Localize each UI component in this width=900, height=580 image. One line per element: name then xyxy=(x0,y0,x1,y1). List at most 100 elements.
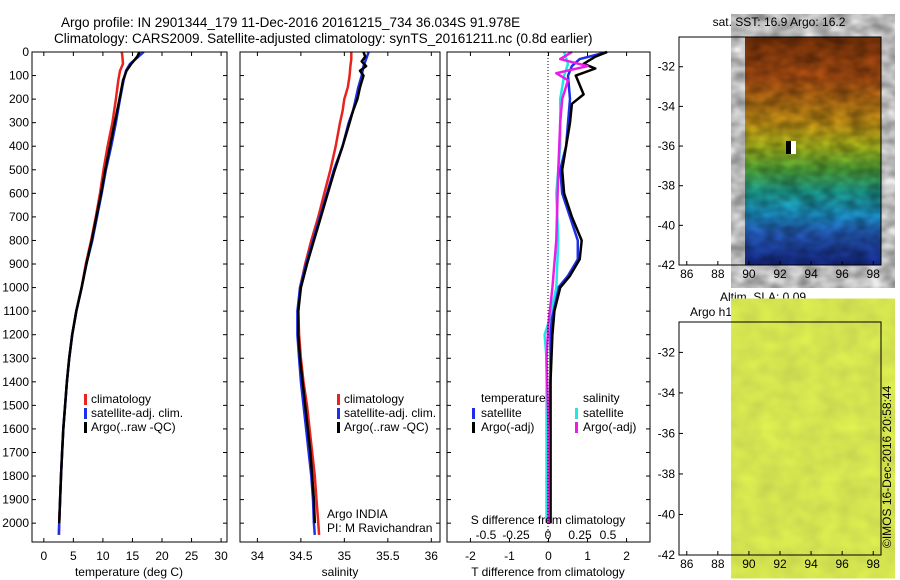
temperature-legend: climatology satellite-adj. clim. Argo(..… xyxy=(84,392,183,434)
lat-tick-label: -32 xyxy=(658,345,676,359)
sst-map-panel: sat. SST: 16.9 Argo: 16.2 -32 -34 -36 -38 -4… xyxy=(658,15,882,281)
legend-satellite-adj: satellite-adj. clim. xyxy=(91,406,183,420)
legend-swatch-satellite-adj xyxy=(84,408,87,419)
sla-field xyxy=(745,322,881,555)
series-line-1 xyxy=(296,51,370,535)
legend-title-temperature: temperature xyxy=(481,391,546,405)
lat-tick-label: -36 xyxy=(658,139,676,153)
legend-s-satellite: satellite xyxy=(583,406,624,420)
sst-latitude-axis: -32 -34 -36 -38 -40 -42 xyxy=(658,60,683,272)
lat-tick-label: -38 xyxy=(658,467,676,481)
depth-tick-label: 100 xyxy=(9,69,29,83)
depth-tick-label: 600 xyxy=(9,186,29,200)
lon-tick-label: 96 xyxy=(835,267,849,281)
lon-tick-label: 86 xyxy=(680,267,694,281)
depth-tick-label: 800 xyxy=(9,233,29,247)
legend-swatch-t-argo xyxy=(472,422,475,433)
salinity-y-ticks xyxy=(240,51,440,524)
lon-tick-label: 94 xyxy=(804,267,818,281)
x-tick-label: 36 xyxy=(425,549,439,563)
series-line-2 xyxy=(57,51,141,524)
sst-map-title: sat. SST: 16.9 Argo: 16.2 xyxy=(713,15,846,29)
legend-swatch-argo xyxy=(337,422,340,433)
lon-tick-label: 94 xyxy=(804,557,818,571)
lat-tick-label: -36 xyxy=(658,426,676,440)
legend-swatch-argo xyxy=(84,422,87,433)
lat-tick-label: -38 xyxy=(658,179,676,193)
lon-tick-label: 88 xyxy=(711,267,725,281)
s-tick-label: -0.5 xyxy=(476,528,497,542)
temperature-axis-label: temperature (deg C) xyxy=(75,565,183,579)
sla-map-subtitle: Argo h1000: 0.024 h2000: NaN xyxy=(690,305,856,319)
x-tick-label: 5 xyxy=(70,549,77,563)
salinity-legend: climatology satellite-adj. clim. Argo(..… xyxy=(337,392,436,434)
pi-label: PI: M Ravichandran xyxy=(327,521,432,535)
series-line-3 xyxy=(545,50,589,524)
s-tick-label: -0.25 xyxy=(502,528,530,542)
lat-tick-label: -34 xyxy=(658,386,676,400)
legend-s-argo: Argo(-adj) xyxy=(583,420,636,434)
difference-marks xyxy=(543,50,608,524)
legend-title-salinity: salinity xyxy=(583,391,620,405)
depth-tick-label: 1900 xyxy=(2,493,29,507)
series-line-2 xyxy=(543,51,570,524)
depth-tick-label: 700 xyxy=(9,210,29,224)
depth-tick-label: 1000 xyxy=(2,281,29,295)
lat-tick-label: -42 xyxy=(658,548,676,562)
depth-tick-label: 1100 xyxy=(3,304,29,318)
depth-tick-label: 500 xyxy=(9,163,29,177)
x-tick-label: 0 xyxy=(545,549,552,563)
legend-swatch-t-satellite xyxy=(472,408,475,419)
lon-tick-label: 92 xyxy=(773,267,787,281)
series-line-2 xyxy=(297,51,368,524)
lat-tick-label: -40 xyxy=(658,507,676,521)
sla-latitude-axis: -32 -34 -36 -38 -40 -42 xyxy=(658,345,683,562)
depth-axis: 0 100 200 300 400 500 600 700 800 900 1000 1100 1200… xyxy=(2,45,227,530)
legend-argo: Argo(..raw -QC) xyxy=(344,420,429,434)
legend-climatology: climatology xyxy=(344,392,404,406)
title-line-1: Argo profile: IN 2901344_179 11-Dec-2016… xyxy=(61,15,520,30)
difference-x-axis: -2 -1 0 1 2 xyxy=(465,52,630,563)
series-line-1 xyxy=(549,50,608,524)
sla-longitude-axis: 86 88 90 92 94 96 98 xyxy=(680,551,880,571)
lon-tick-label: 90 xyxy=(742,557,756,571)
depth-tick-label: 2000 xyxy=(2,516,29,530)
x-tick-label: 10 xyxy=(96,549,110,563)
legend-climatology: climatology xyxy=(91,392,151,406)
t-difference-axis-label: T difference from climatology xyxy=(471,565,625,579)
s-tick-label: 0 xyxy=(545,528,552,542)
lon-tick-label: 86 xyxy=(680,557,694,571)
x-tick-label: 35 xyxy=(338,549,352,563)
lat-tick-label: -40 xyxy=(658,218,676,232)
argo-location-marker-highlight xyxy=(791,141,796,154)
depth-tick-label: 0 xyxy=(22,45,29,59)
series-line-0 xyxy=(297,52,353,535)
sla-map-panel: Altim. SLA: 0.09 Argo h1000: 0.024 h2000… xyxy=(658,290,882,571)
x-tick-label: 34 xyxy=(251,549,265,563)
legend-swatch-s-satellite xyxy=(575,408,578,419)
depth-tick-label: 1500 xyxy=(2,398,29,412)
argo-program-label: Argo INDIA xyxy=(327,507,388,521)
legend-t-argo: Argo(-adj) xyxy=(481,420,534,434)
legend-swatch-climatology xyxy=(337,394,340,405)
x-tick-label: 0 xyxy=(40,549,47,563)
sst-texture xyxy=(745,37,881,265)
legend-swatch-satellite-adj xyxy=(337,408,340,419)
lat-tick-label: -34 xyxy=(658,99,676,113)
x-tick-label: 1 xyxy=(584,549,591,563)
depth-tick-label: 1300 xyxy=(2,351,29,365)
depth-tick-label: 1200 xyxy=(2,328,29,342)
s-difference-axis-label: S difference from climatology xyxy=(471,513,626,527)
series-line-1 xyxy=(57,51,145,535)
x-tick-label: 20 xyxy=(155,549,169,563)
legend-swatch-climatology xyxy=(84,394,87,405)
legend-argo: Argo(..raw -QC) xyxy=(91,420,176,434)
imos-credit: ©IMOS 16-Dec-2016 20:58:44 xyxy=(880,385,894,548)
difference-legend: temperature salinity satellite Argo(-adj… xyxy=(472,391,636,434)
salinity-marks xyxy=(296,51,370,535)
legend-swatch-s-argo xyxy=(575,422,578,433)
s-difference-ticks: -0.5 -0.25 0 0.25 0.5 xyxy=(476,528,617,542)
sst-longitude-axis: 86 88 90 92 94 96 98 xyxy=(680,261,880,281)
x-tick-label: 2 xyxy=(623,549,630,563)
lon-tick-label: 90 xyxy=(742,267,756,281)
